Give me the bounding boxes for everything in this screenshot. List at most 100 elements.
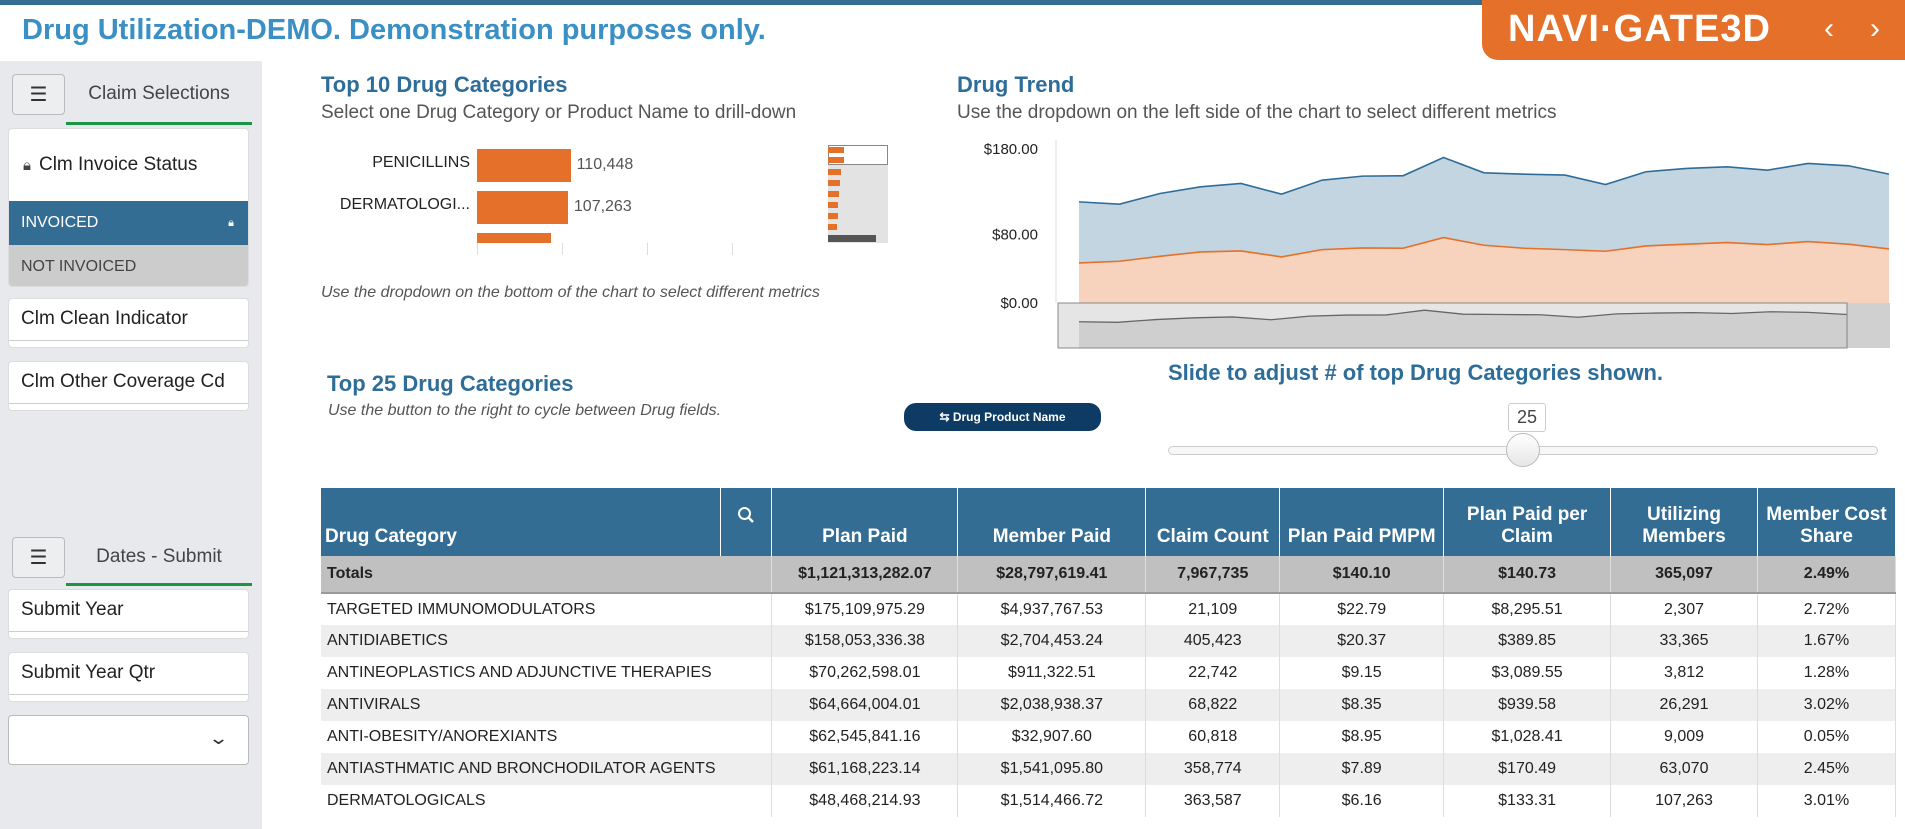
bar-dermatologicals[interactable] [477, 191, 568, 224]
filter-title: Submit Year [21, 599, 124, 620]
drug-category-table: Drug Category Plan Paid Member Paid Clai… [321, 488, 1897, 817]
trend-subtitle: Use the dropdown on the left side of the… [957, 102, 1557, 123]
slider-label: Slide to adjust # of top Drug Categories… [1168, 360, 1664, 385]
table-cell: $61,168,223.14 [771, 753, 959, 785]
table-cell: 7,967,735 [1145, 556, 1281, 594]
chevron-down-icon: ⌄ [207, 728, 230, 748]
table-cell: $911,322.51 [957, 657, 1147, 689]
table-cell: $64,664,004.01 [771, 689, 959, 721]
tab-underline [66, 122, 252, 125]
table-cell: $28,797,619.41 [957, 556, 1147, 594]
table-cell: 63,070 [1610, 753, 1758, 785]
drug-trend-area-chart[interactable]: $180.00 $80.00 $0.00 [960, 140, 1905, 355]
prev-chevron-icon[interactable]: ‹ [1824, 12, 1834, 45]
table-cell: ANTIASTHMATIC AND BRONCHODILATOR AGENTS [321, 753, 773, 785]
bar-penicillins[interactable] [477, 149, 571, 182]
y-tick-label: $180.00 [984, 141, 1038, 158]
next-chevron-icon[interactable]: › [1870, 12, 1880, 45]
table-cell: $170.49 [1443, 753, 1612, 785]
table-row[interactable]: TARGETED IMMUNOMODULATORS $175,109,975.29… [321, 593, 1897, 625]
table-cell: Totals [321, 556, 773, 594]
table-cell: 358,774 [1145, 753, 1281, 785]
table-cell: $7.89 [1279, 753, 1445, 785]
table-cell: $389.85 [1443, 625, 1612, 657]
table-cell: ANTIDIABETICS [321, 625, 773, 657]
table-cell: $62,545,841.16 [771, 721, 959, 753]
table-cell: $2,038,938.37 [957, 689, 1147, 721]
table-cell: 2.49% [1757, 556, 1897, 594]
table-cell: 2.45% [1757, 753, 1897, 785]
table-cell: 363,587 [1145, 785, 1281, 817]
y-tick-label: $80.00 [992, 227, 1038, 244]
table-cell: $175,109,975.29 [771, 593, 959, 625]
bar-label[interactable]: DERMATOLOGI... [339, 196, 470, 213]
col-claim-count[interactable]: Claim Count [1145, 488, 1281, 556]
table-cell: 26,291 [1610, 689, 1758, 721]
invoice-status-filter: 🔒︎ Clm Invoice Status INVOICED 🔒︎ NOT IN… [8, 128, 249, 287]
dates-submit-tab[interactable]: Dates - Submit [96, 546, 222, 567]
col-plan-paid-per-claim[interactable]: Plan Paid per Claim [1443, 488, 1612, 556]
bar-label[interactable]: PENICILLINS [372, 154, 470, 171]
chart-scroll-navigator[interactable] [828, 145, 888, 243]
top25-subtitle: Use the button to the right to cycle bet… [328, 402, 722, 419]
top10-note: Use the dropdown on the bottom of the ch… [321, 284, 820, 301]
table-cell: 22,742 [1145, 657, 1281, 689]
top-border [0, 0, 1482, 5]
y-tick-label: $0.00 [1000, 295, 1038, 312]
table-cell: 405,423 [1145, 625, 1281, 657]
filter-title: Submit Year Qtr [21, 662, 156, 683]
clm-clean-indicator-filter[interactable]: Clm Clean Indicator [8, 298, 249, 348]
claim-selections-tab[interactable]: Claim Selections [88, 83, 230, 104]
cycle-drug-field-button[interactable]: ⇆ Drug Product Name [904, 403, 1101, 431]
option-invoiced[interactable]: INVOICED 🔒︎ [9, 201, 248, 245]
table-row[interactable]: ANTIVIRALS $64,664,004.01 $2,038,938.37 68,… [321, 689, 1897, 721]
search-icon[interactable] [720, 488, 773, 556]
table-cell: $133.31 [1443, 785, 1612, 817]
table-cell: 3,812 [1610, 657, 1758, 689]
table-row[interactable]: ANTI-OBESITY/ANOREXIANTS $62,545,841.16 $3… [321, 721, 1897, 753]
option-label: INVOICED [21, 214, 99, 231]
submit-year-qtr-filter[interactable]: Submit Year Qtr [8, 652, 249, 702]
table-row[interactable]: ANTINEOPLASTICS AND ADJUNCTIVE THERAPIES… [321, 657, 1897, 689]
bar-value: 110,448 [576, 156, 634, 173]
table-cell: 21,109 [1145, 593, 1281, 625]
table-row[interactable]: ANTIDIABETICS $158,053,336.38 $2,704,453.2… [321, 625, 1897, 657]
navigator-window [1057, 302, 1848, 349]
col-utilizing-members[interactable]: Utilizing Members [1610, 488, 1758, 556]
col-drug-category[interactable]: Drug Category [321, 488, 722, 556]
table-cell: $2,704,453.24 [957, 625, 1147, 657]
clm-other-coverage-filter[interactable]: Clm Other Coverage Cd [8, 361, 249, 411]
filter-title: Clm Invoice Status [38, 154, 198, 175]
list-menu-icon[interactable]: ☰ [12, 537, 65, 578]
top10-bar-chart: PENICILLINS 110,448 DERMATOLOGI... 107,2… [300, 140, 900, 260]
table-cell: TARGETED IMMUNOMODULATORS [321, 593, 773, 625]
col-plan-paid[interactable]: Plan Paid [771, 488, 959, 556]
bar-value: 107,263 [573, 198, 632, 215]
navigate3d-logo-banner: NAVI·GATE3D ‹ › [1482, 0, 1905, 60]
table-row[interactable]: DERMATOLOGICALS $48,468,214.93 $1,514,466.… [321, 785, 1897, 817]
option-not-invoiced[interactable]: NOT INVOICED [9, 245, 248, 286]
col-member-paid[interactable]: Member Paid [957, 488, 1147, 556]
table-cell: 9,009 [1610, 721, 1758, 753]
navigator-area [1079, 310, 1847, 348]
table-cell: $48,468,214.93 [771, 785, 959, 817]
totals-row[interactable]: Totals $1,121,313,282.07 $28,797,619.41 7,9… [321, 556, 1897, 594]
table-cell: 3.01% [1757, 785, 1897, 817]
table-cell: $3,089.55 [1443, 657, 1612, 689]
option-label: NOT INVOICED [21, 257, 137, 275]
table-cell: 2,307 [1610, 593, 1758, 625]
top10-subtitle: Select one Drug Category or Product Name… [321, 102, 797, 123]
col-member-cost-share[interactable]: Member Cost Share [1757, 488, 1897, 556]
date-dropdown[interactable]: ⌄ [8, 715, 249, 765]
table-cell: 3.02% [1757, 689, 1897, 721]
table-row[interactable]: ANTIASTHMATIC AND BRONCHODILATOR AGENTS $… [321, 753, 1897, 785]
list-menu-icon[interactable]: ☰ [12, 74, 65, 115]
slider-handle[interactable] [1506, 433, 1540, 467]
submit-year-filter[interactable]: Submit Year [8, 589, 249, 639]
table-cell: 60,818 [1145, 721, 1281, 753]
table-cell: $140.10 [1279, 556, 1445, 594]
bar-partial[interactable] [477, 233, 551, 243]
table-cell: 1.28% [1757, 657, 1897, 689]
table-cell: $9.15 [1279, 657, 1445, 689]
col-plan-paid-pmpm[interactable]: Plan Paid PMPM [1279, 488, 1445, 556]
